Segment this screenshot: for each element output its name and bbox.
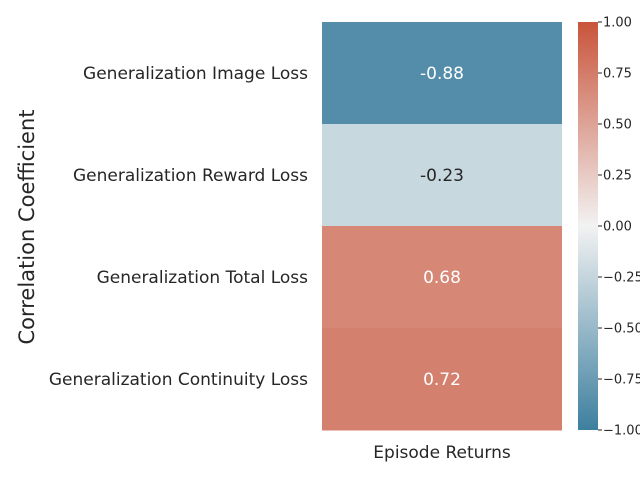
row-label-generalization-image-loss: Generalization Image Loss — [83, 64, 308, 84]
heatmap-cell-generalization-reward-loss — [322, 124, 562, 227]
colorbar — [578, 22, 598, 430]
heatmap-value-generalization-image-loss: -0.88 — [420, 64, 464, 84]
colorbar-tick-label: 0.00 — [603, 220, 632, 235]
row-label-generalization-reward-loss: Generalization Reward Loss — [73, 166, 308, 186]
colorbar-tick-label: 1.00 — [603, 16, 632, 31]
colorbar-tick-label: 0.50 — [603, 118, 632, 133]
colorbar-tick-label: 0.25 — [603, 169, 632, 184]
colorbar-tick-label: −0.25 — [603, 271, 640, 286]
heatmap-cell-generalization-continuity-loss — [322, 328, 562, 431]
row-labels: Generalization Image Loss Generalization … — [49, 64, 308, 390]
heatmap-cells: -0.88 -0.23 0.68 0.72 — [322, 22, 562, 431]
colorbar-tick-label: −1.00 — [603, 424, 640, 439]
heatmap-value-generalization-total-loss: 0.68 — [423, 268, 461, 288]
heatmap-value-generalization-reward-loss: -0.23 — [420, 166, 464, 186]
y-axis-label: Correlation Coefficient — [15, 109, 39, 344]
column-label-episode-returns: Episode Returns — [373, 443, 511, 463]
colorbar-tick-label: −0.50 — [603, 322, 640, 337]
row-label-generalization-continuity-loss: Generalization Continuity Loss — [49, 370, 308, 390]
heatmap-value-generalization-continuity-loss: 0.72 — [423, 370, 461, 390]
heatmap-cell-generalization-image-loss — [322, 22, 562, 125]
colorbar-ticks: −1.00 −0.75 −0.50 −0.25 0.00 0.25 0.50 0.75 1.00 — [598, 16, 640, 439]
row-label-generalization-total-loss: Generalization Total Loss — [97, 268, 309, 288]
colorbar-tick-label: −0.75 — [603, 373, 640, 388]
heatmap-cell-generalization-total-loss — [322, 226, 562, 329]
colorbar-tick-label: 0.75 — [603, 67, 632, 82]
